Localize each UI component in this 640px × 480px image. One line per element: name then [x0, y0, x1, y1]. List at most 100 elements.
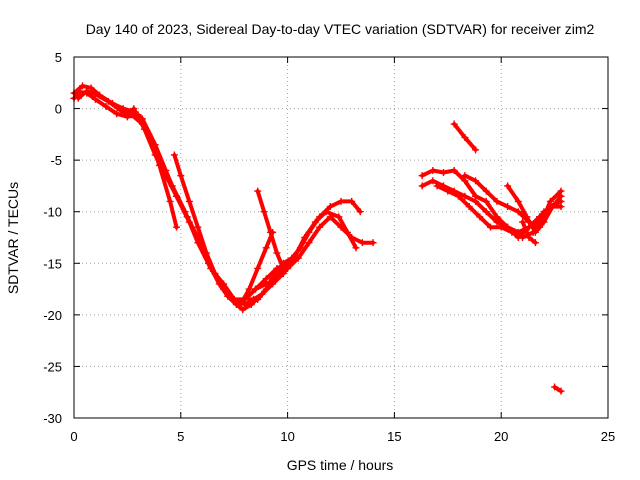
y-tick-label: -30	[43, 411, 62, 426]
x-axis-title: GPS time / hours	[287, 457, 394, 473]
x-tick-label: 15	[387, 429, 401, 444]
plot-frame	[73, 56, 609, 419]
data-point	[523, 213, 531, 221]
x-tick-label: 20	[494, 429, 508, 444]
data-point	[557, 387, 565, 395]
data-point	[476, 213, 484, 221]
data-point	[102, 103, 110, 111]
data-point	[271, 270, 279, 278]
data-point	[173, 192, 181, 200]
data-point	[79, 82, 87, 90]
data-point	[343, 228, 351, 236]
data-point	[220, 285, 228, 293]
series-layer	[70, 82, 565, 395]
data-point	[316, 213, 324, 221]
data-point	[465, 203, 473, 211]
data-point	[245, 295, 253, 303]
data-point	[316, 223, 324, 231]
data-point	[444, 187, 452, 195]
data-point	[440, 169, 448, 177]
data-point	[450, 120, 458, 128]
data-point	[252, 285, 260, 293]
grid-layer	[74, 57, 608, 418]
data-series-line	[72, 83, 375, 305]
data-point	[504, 203, 512, 211]
y-tick-label: -10	[43, 205, 62, 220]
data-point	[461, 133, 469, 141]
data-point	[531, 239, 539, 247]
data-point	[454, 192, 462, 200]
data-point	[348, 197, 356, 205]
data-point	[262, 285, 270, 293]
x-tick-label: 10	[280, 429, 294, 444]
data-series-track-15	[519, 218, 539, 247]
data-point	[546, 197, 554, 205]
data-point	[128, 111, 136, 119]
data-point	[433, 182, 441, 190]
data-point	[525, 234, 533, 241]
data-point	[83, 87, 91, 95]
data-series-track-12	[450, 120, 480, 154]
data-point	[540, 218, 548, 226]
data-point	[260, 208, 268, 216]
data-point	[551, 383, 559, 391]
y-tick-label: -15	[43, 256, 62, 271]
data-point	[369, 239, 377, 247]
data-point	[177, 172, 185, 180]
data-point	[245, 285, 253, 293]
data-series-track-5	[170, 151, 292, 303]
data-point	[130, 105, 138, 113]
data-point	[262, 275, 270, 283]
data-point	[504, 182, 512, 190]
y-tick-label: -25	[43, 359, 62, 374]
data-series-line	[76, 89, 358, 307]
chart-title: Day 140 of 2023, Sidereal Day-to-day VTE…	[86, 21, 595, 37]
data-point	[202, 249, 210, 257]
data-point	[183, 213, 191, 221]
data-point	[514, 208, 522, 216]
data-point	[269, 228, 277, 236]
data-point	[418, 182, 426, 190]
data-point	[519, 218, 527, 226]
data-point	[262, 244, 270, 252]
data-point	[170, 151, 178, 159]
data-point	[508, 228, 516, 236]
data-point	[104, 97, 112, 105]
data-point	[326, 203, 334, 211]
data-point	[194, 223, 202, 231]
data-point	[273, 249, 281, 257]
data-point	[461, 192, 469, 200]
data-point	[335, 213, 343, 221]
data-point	[237, 301, 245, 309]
data-point	[497, 223, 505, 231]
data-point	[305, 228, 313, 236]
data-point	[254, 187, 262, 195]
tick-layer: 0 5 10 15 20 25 5 0 -5 -10 -15 -20 -25 -30	[43, 50, 615, 444]
data-point	[211, 270, 219, 278]
data-point	[230, 295, 238, 303]
data-point	[279, 259, 287, 267]
data-point	[429, 177, 437, 185]
data-point	[531, 228, 539, 236]
data-series-track-14	[504, 182, 565, 236]
data-point	[173, 223, 181, 231]
data-point	[117, 107, 125, 115]
data-point	[74, 94, 82, 102]
data-point	[358, 239, 366, 247]
data-series-track-8	[237, 228, 277, 309]
y-tick-label: -20	[43, 308, 62, 323]
data-point	[482, 208, 490, 216]
data-point	[418, 172, 426, 180]
data-series-line	[462, 173, 563, 230]
data-point	[548, 203, 556, 211]
data-point	[87, 84, 95, 92]
data-point	[557, 192, 565, 200]
data-series-track-9	[418, 166, 565, 241]
data-point	[493, 197, 501, 205]
data-point	[140, 125, 148, 133]
data-point	[482, 197, 490, 205]
data-point	[254, 264, 262, 272]
data-series-track-7	[245, 197, 364, 303]
data-point	[482, 187, 490, 195]
data-point	[296, 244, 304, 252]
